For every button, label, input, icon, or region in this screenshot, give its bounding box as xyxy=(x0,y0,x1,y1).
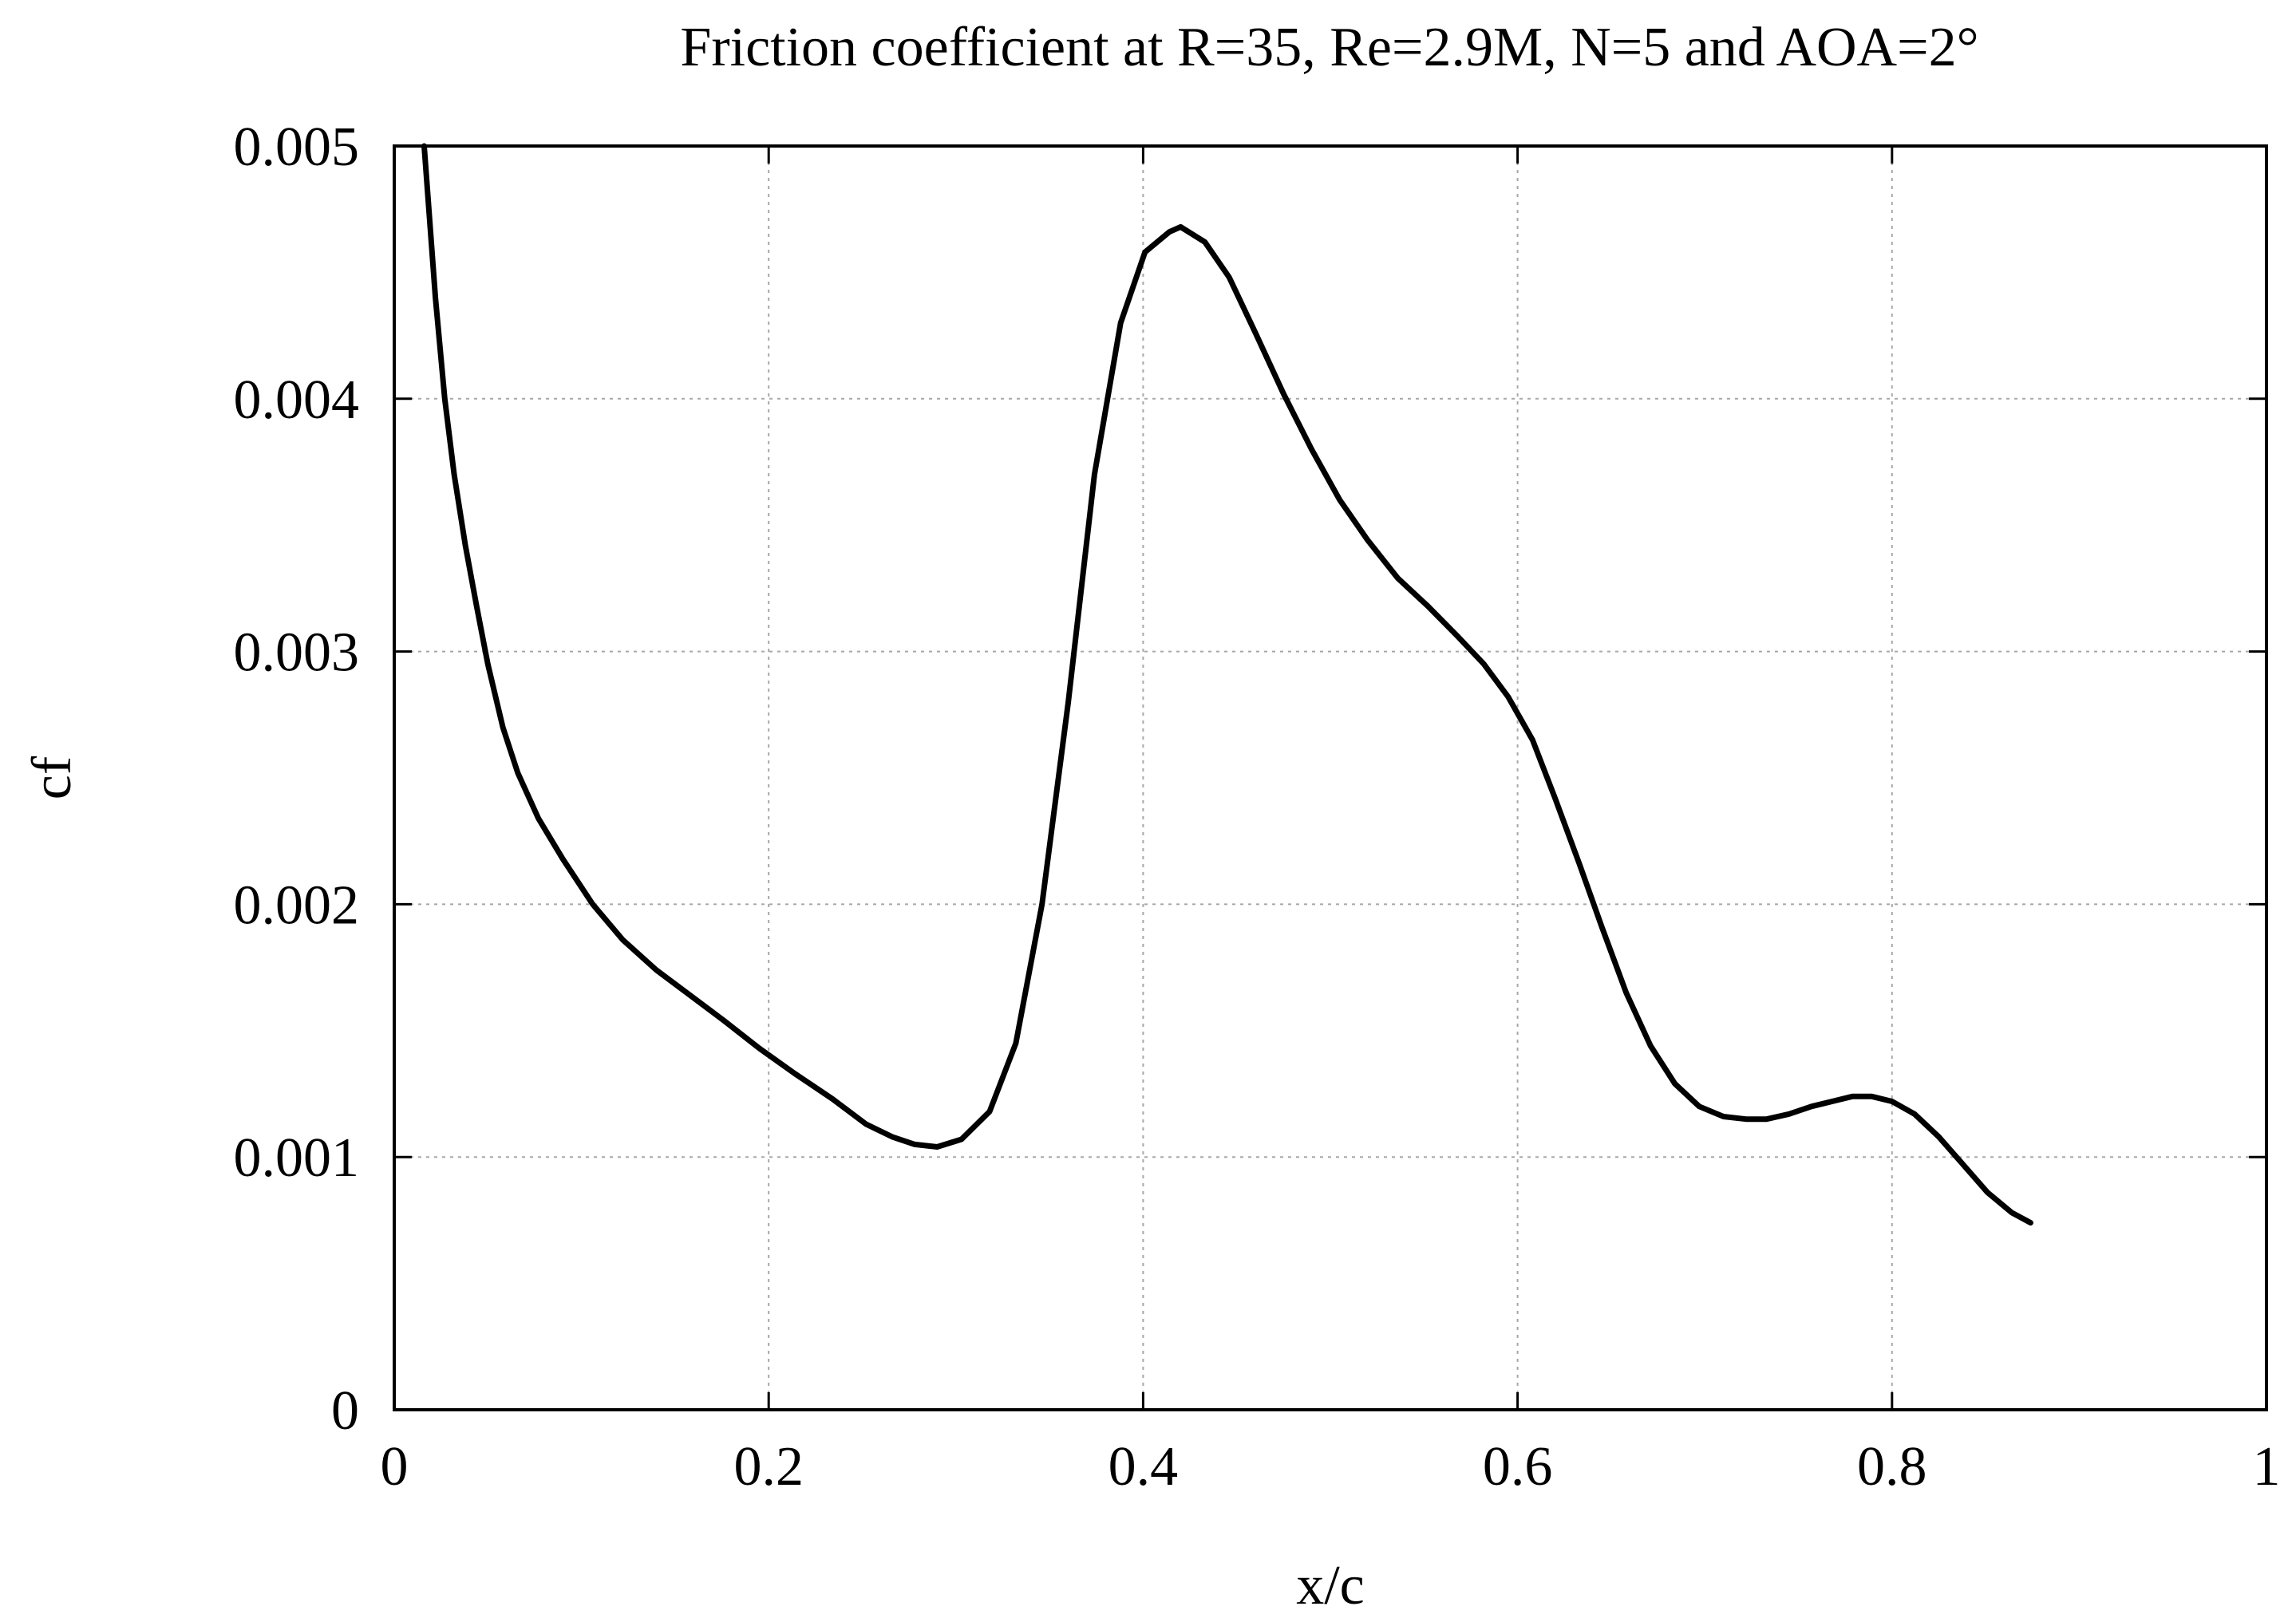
x-grid-lines xyxy=(768,146,1893,1410)
y-tick-label: 0.001 xyxy=(234,1127,360,1189)
tick-marks xyxy=(393,144,2268,1411)
series-line-cf xyxy=(421,143,2033,1226)
y-tick-label: 0.004 xyxy=(234,369,360,431)
x-tick-labels: 0 0.2 0.4 0.6 0.8 1 xyxy=(381,1436,2281,1498)
x-tick-label: 0 xyxy=(381,1436,409,1498)
x-tick-label: 0.4 xyxy=(1108,1436,1179,1498)
x-tick-label: 1 xyxy=(2253,1436,2281,1498)
x-tick-label: 0.6 xyxy=(1483,1436,1553,1498)
chart-title: Friction coefficient at R=35, Re=2.9M, N… xyxy=(680,17,1978,78)
y-tick-label: 0.003 xyxy=(234,622,360,684)
y-grid-lines xyxy=(394,397,2266,1158)
x-axis-label: x/c xyxy=(1296,1555,1365,1616)
y-tick-label: 0.002 xyxy=(234,874,360,936)
y-tick-labels: 0 0.001 0.002 0.003 0.004 0.005 xyxy=(234,116,360,1442)
plot-frame xyxy=(393,144,2268,1411)
y-axis-label: cf xyxy=(22,756,83,799)
x-tick-label: 0.8 xyxy=(1857,1436,1927,1498)
y-tick-label: 0 xyxy=(331,1380,359,1442)
x-tick-label: 0.2 xyxy=(733,1436,804,1498)
y-tick-label: 0.005 xyxy=(234,116,360,178)
